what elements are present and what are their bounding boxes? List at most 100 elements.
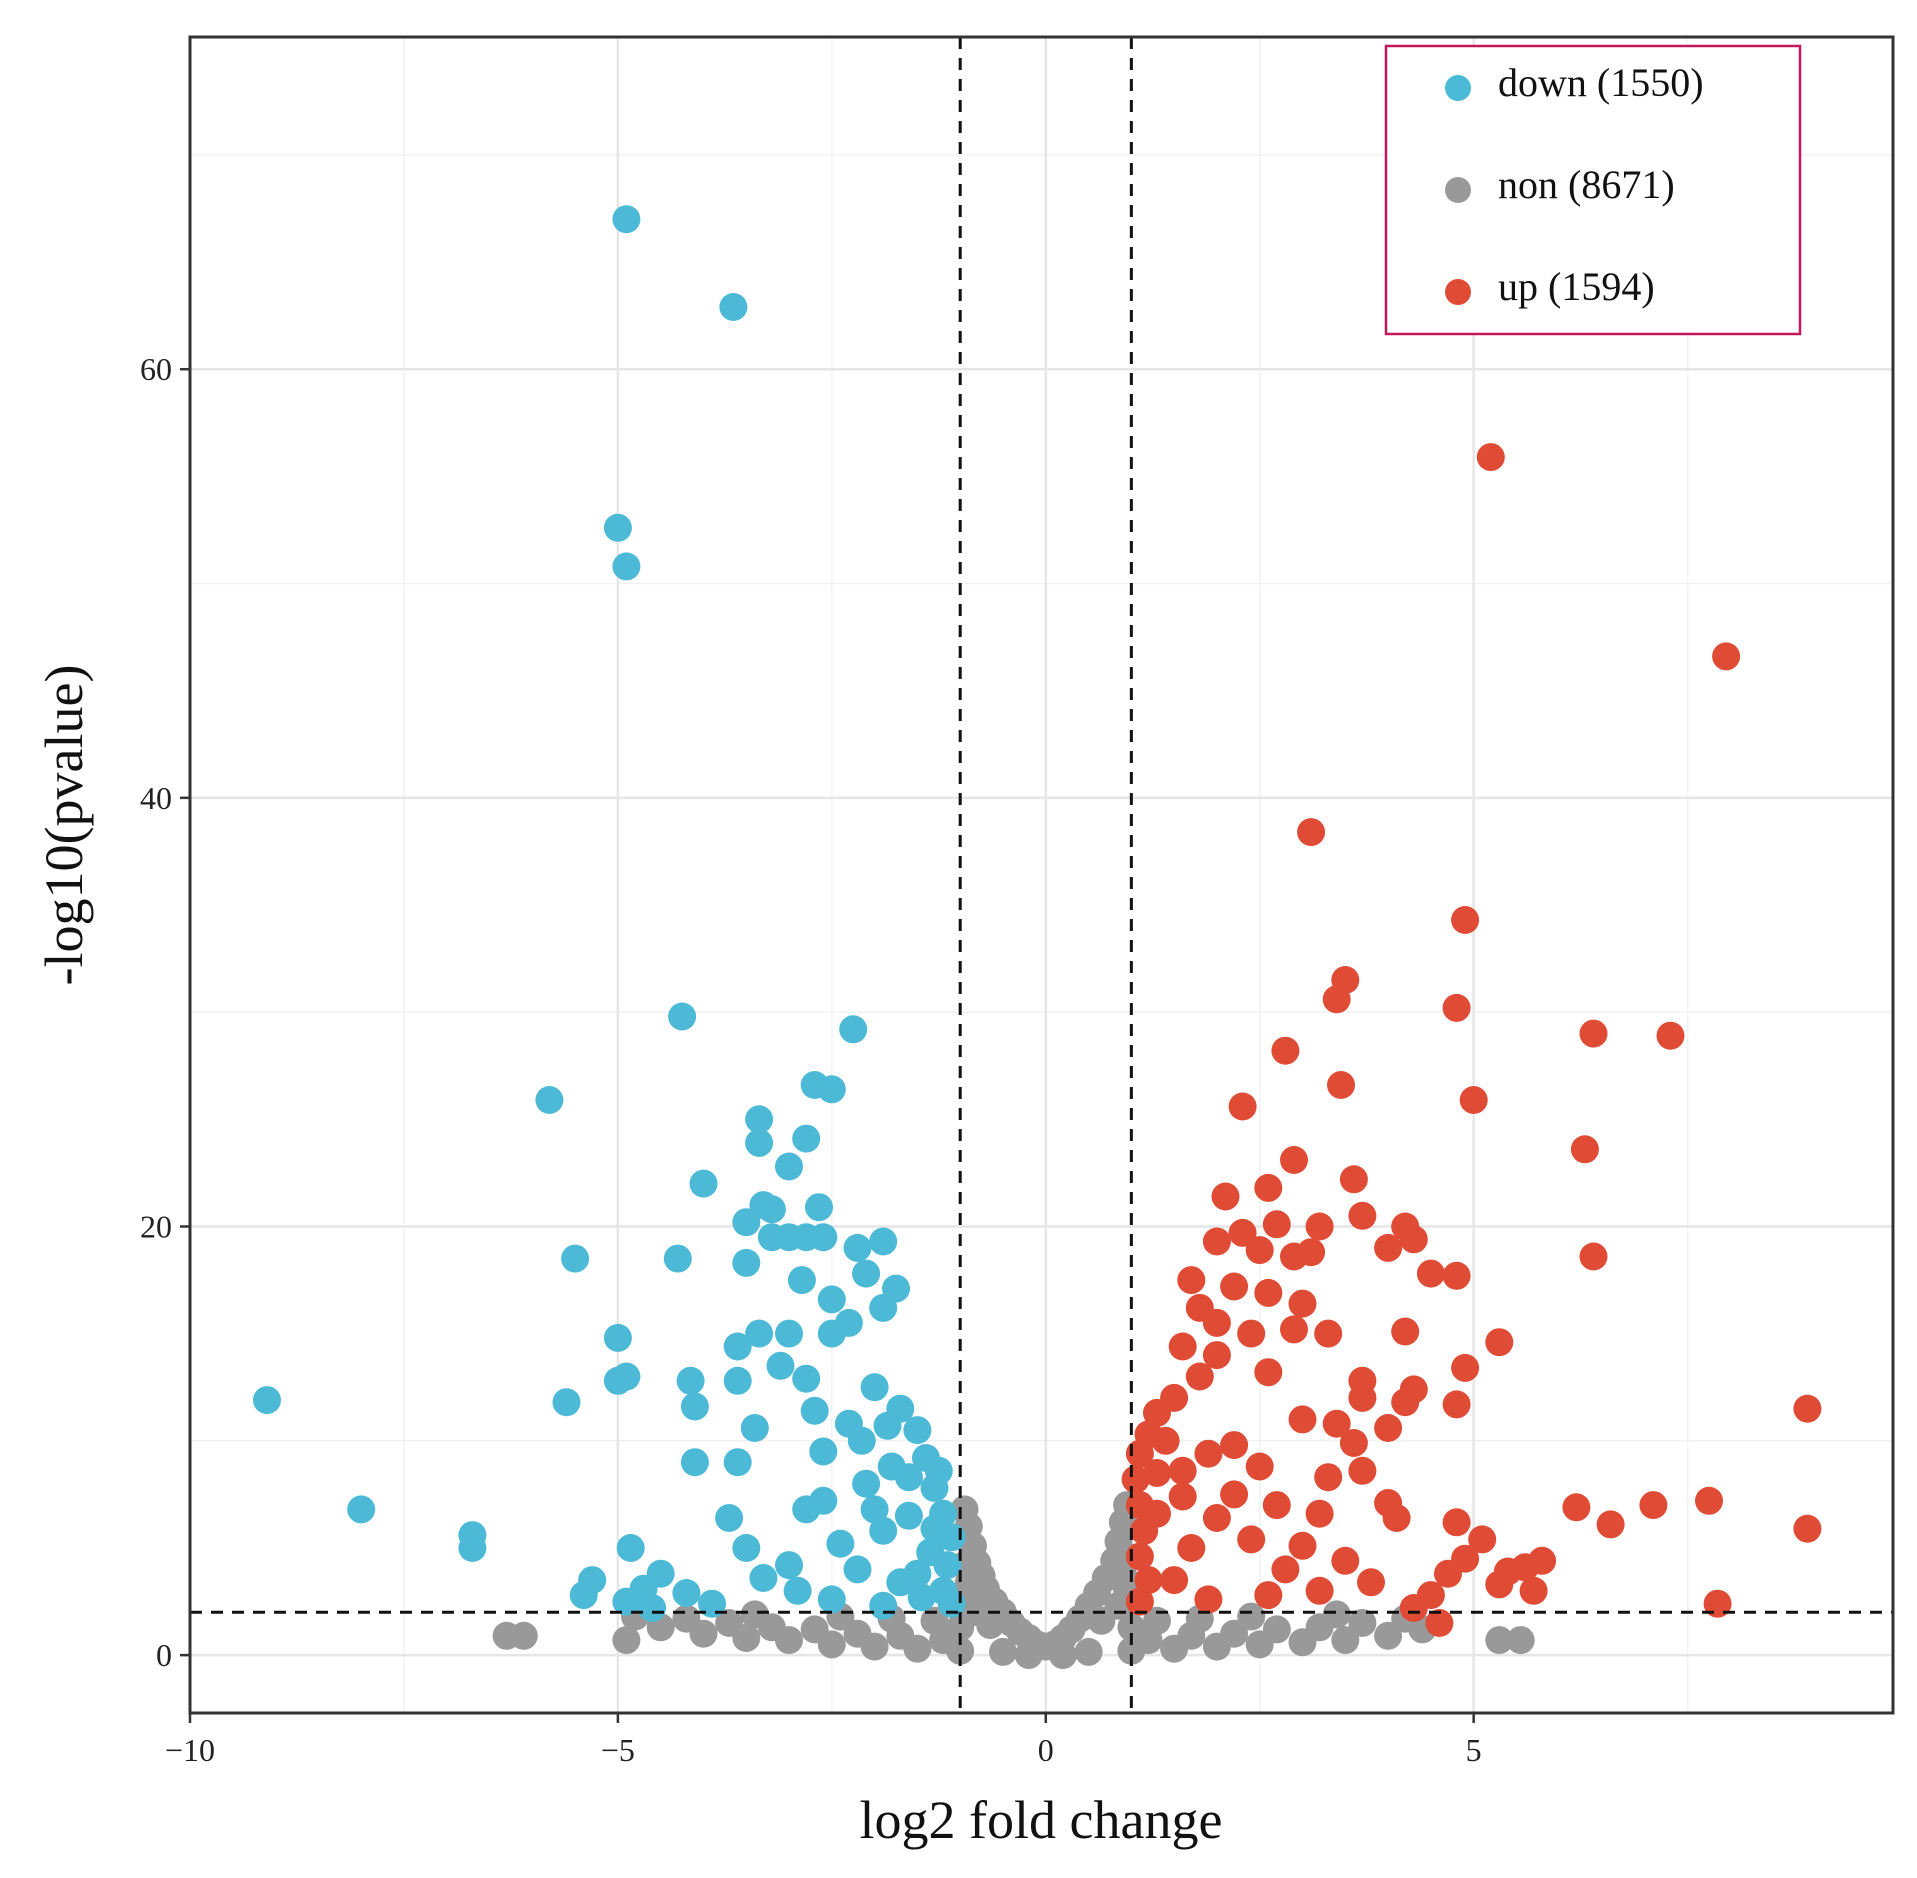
point-up (1399, 1225, 1428, 1254)
point-non (1074, 1637, 1103, 1666)
x-tick-label: 5 (1466, 1732, 1482, 1768)
point-up (1228, 1218, 1257, 1247)
point-up (1143, 1499, 1171, 1528)
point-up (1348, 1456, 1377, 1485)
point-down (749, 1564, 778, 1592)
point-down (916, 1538, 945, 1567)
point-down (907, 1583, 936, 1612)
point-up (1202, 1504, 1231, 1532)
point-up (1442, 1508, 1471, 1537)
point-up (1168, 1482, 1197, 1511)
point-up (1125, 1542, 1154, 1571)
point-down (817, 1319, 846, 1348)
x-tick-label: −10 (165, 1732, 215, 1768)
y-tick-label: 20 (140, 1208, 172, 1244)
point-down (458, 1534, 487, 1562)
point-up (1220, 1272, 1249, 1301)
point-up (1579, 1019, 1608, 1048)
point-up (1596, 1510, 1625, 1539)
point-up (1322, 985, 1351, 1014)
point-non (989, 1637, 1017, 1666)
point-non (1048, 1641, 1077, 1670)
point-up (1519, 1576, 1548, 1605)
point-down (869, 1516, 898, 1545)
point-up (1177, 1534, 1206, 1562)
point-down (569, 1581, 598, 1610)
point-down (757, 1195, 786, 1224)
point-down (800, 1396, 829, 1425)
point-up (1271, 1555, 1300, 1584)
point-down (805, 1193, 833, 1222)
point-up (1712, 642, 1741, 671)
point-down (826, 1529, 855, 1558)
point-non (1237, 1602, 1266, 1631)
point-up (1451, 906, 1480, 934)
point-down (869, 1227, 898, 1256)
point-up (1425, 1609, 1454, 1637)
point-down (561, 1244, 590, 1273)
point-down (852, 1259, 881, 1288)
point-down (937, 1589, 966, 1618)
point-down (873, 1411, 902, 1440)
point-up (1339, 1429, 1368, 1457)
point-up (1177, 1266, 1206, 1295)
point-up (1485, 1570, 1514, 1599)
x-tick-label: −5 (601, 1732, 635, 1768)
point-non (1087, 1606, 1116, 1635)
point-down (745, 1128, 774, 1157)
point-down (843, 1233, 872, 1262)
point-up (1305, 1499, 1334, 1528)
point-down (680, 1448, 709, 1477)
point-down (663, 1244, 692, 1273)
point-non (800, 1615, 829, 1644)
point-down (668, 1002, 697, 1031)
point-non (715, 1609, 744, 1637)
point-up (1168, 1332, 1197, 1361)
legend-label-up: up (1594) (1498, 264, 1655, 309)
point-up (1314, 1319, 1343, 1348)
point-up (1485, 1328, 1514, 1357)
point-up (1374, 1233, 1403, 1262)
point-up (1374, 1414, 1403, 1442)
point-up (1391, 1388, 1420, 1417)
point-up (1262, 1491, 1291, 1520)
point-non (1262, 1615, 1291, 1644)
point-up (1245, 1452, 1274, 1481)
point-up (1151, 1426, 1180, 1455)
point-up (1442, 1261, 1471, 1290)
point-down (616, 1534, 645, 1562)
point-up (1656, 1021, 1685, 1050)
threshold-lines (190, 37, 1893, 1713)
point-down (792, 1364, 821, 1393)
axis-ticks: −10 −5 0 5 0 20 40 60 (140, 351, 1482, 1768)
point-up (1280, 1315, 1308, 1344)
point-down (783, 1576, 812, 1605)
point-down (745, 1319, 774, 1348)
point-non (740, 1600, 769, 1629)
point-up (1339, 1165, 1368, 1194)
point-up (1160, 1566, 1189, 1595)
point-up (1202, 1341, 1231, 1370)
point-up (1348, 1383, 1377, 1412)
legend-marker-up (1445, 279, 1471, 305)
point-down (817, 1585, 846, 1614)
point-down (719, 293, 748, 321)
point-down (745, 1105, 774, 1134)
point-down (809, 1437, 838, 1466)
point-down (787, 1266, 816, 1295)
y-tick-label: 60 (140, 351, 172, 387)
point-up (1476, 443, 1505, 472)
point-up (1245, 1236, 1274, 1265)
plot-border (188, 35, 1895, 1715)
point-up (1194, 1585, 1223, 1614)
y-tick-label: 0 (156, 1637, 172, 1673)
point-up (1254, 1581, 1283, 1610)
point-down (723, 1366, 752, 1395)
point-down (347, 1495, 376, 1524)
point-down (672, 1579, 701, 1607)
point-up (1202, 1227, 1231, 1256)
point-up (1288, 1289, 1317, 1318)
point-down (612, 552, 641, 581)
legend-marker-non (1445, 177, 1471, 203)
point-down (698, 1589, 726, 1618)
